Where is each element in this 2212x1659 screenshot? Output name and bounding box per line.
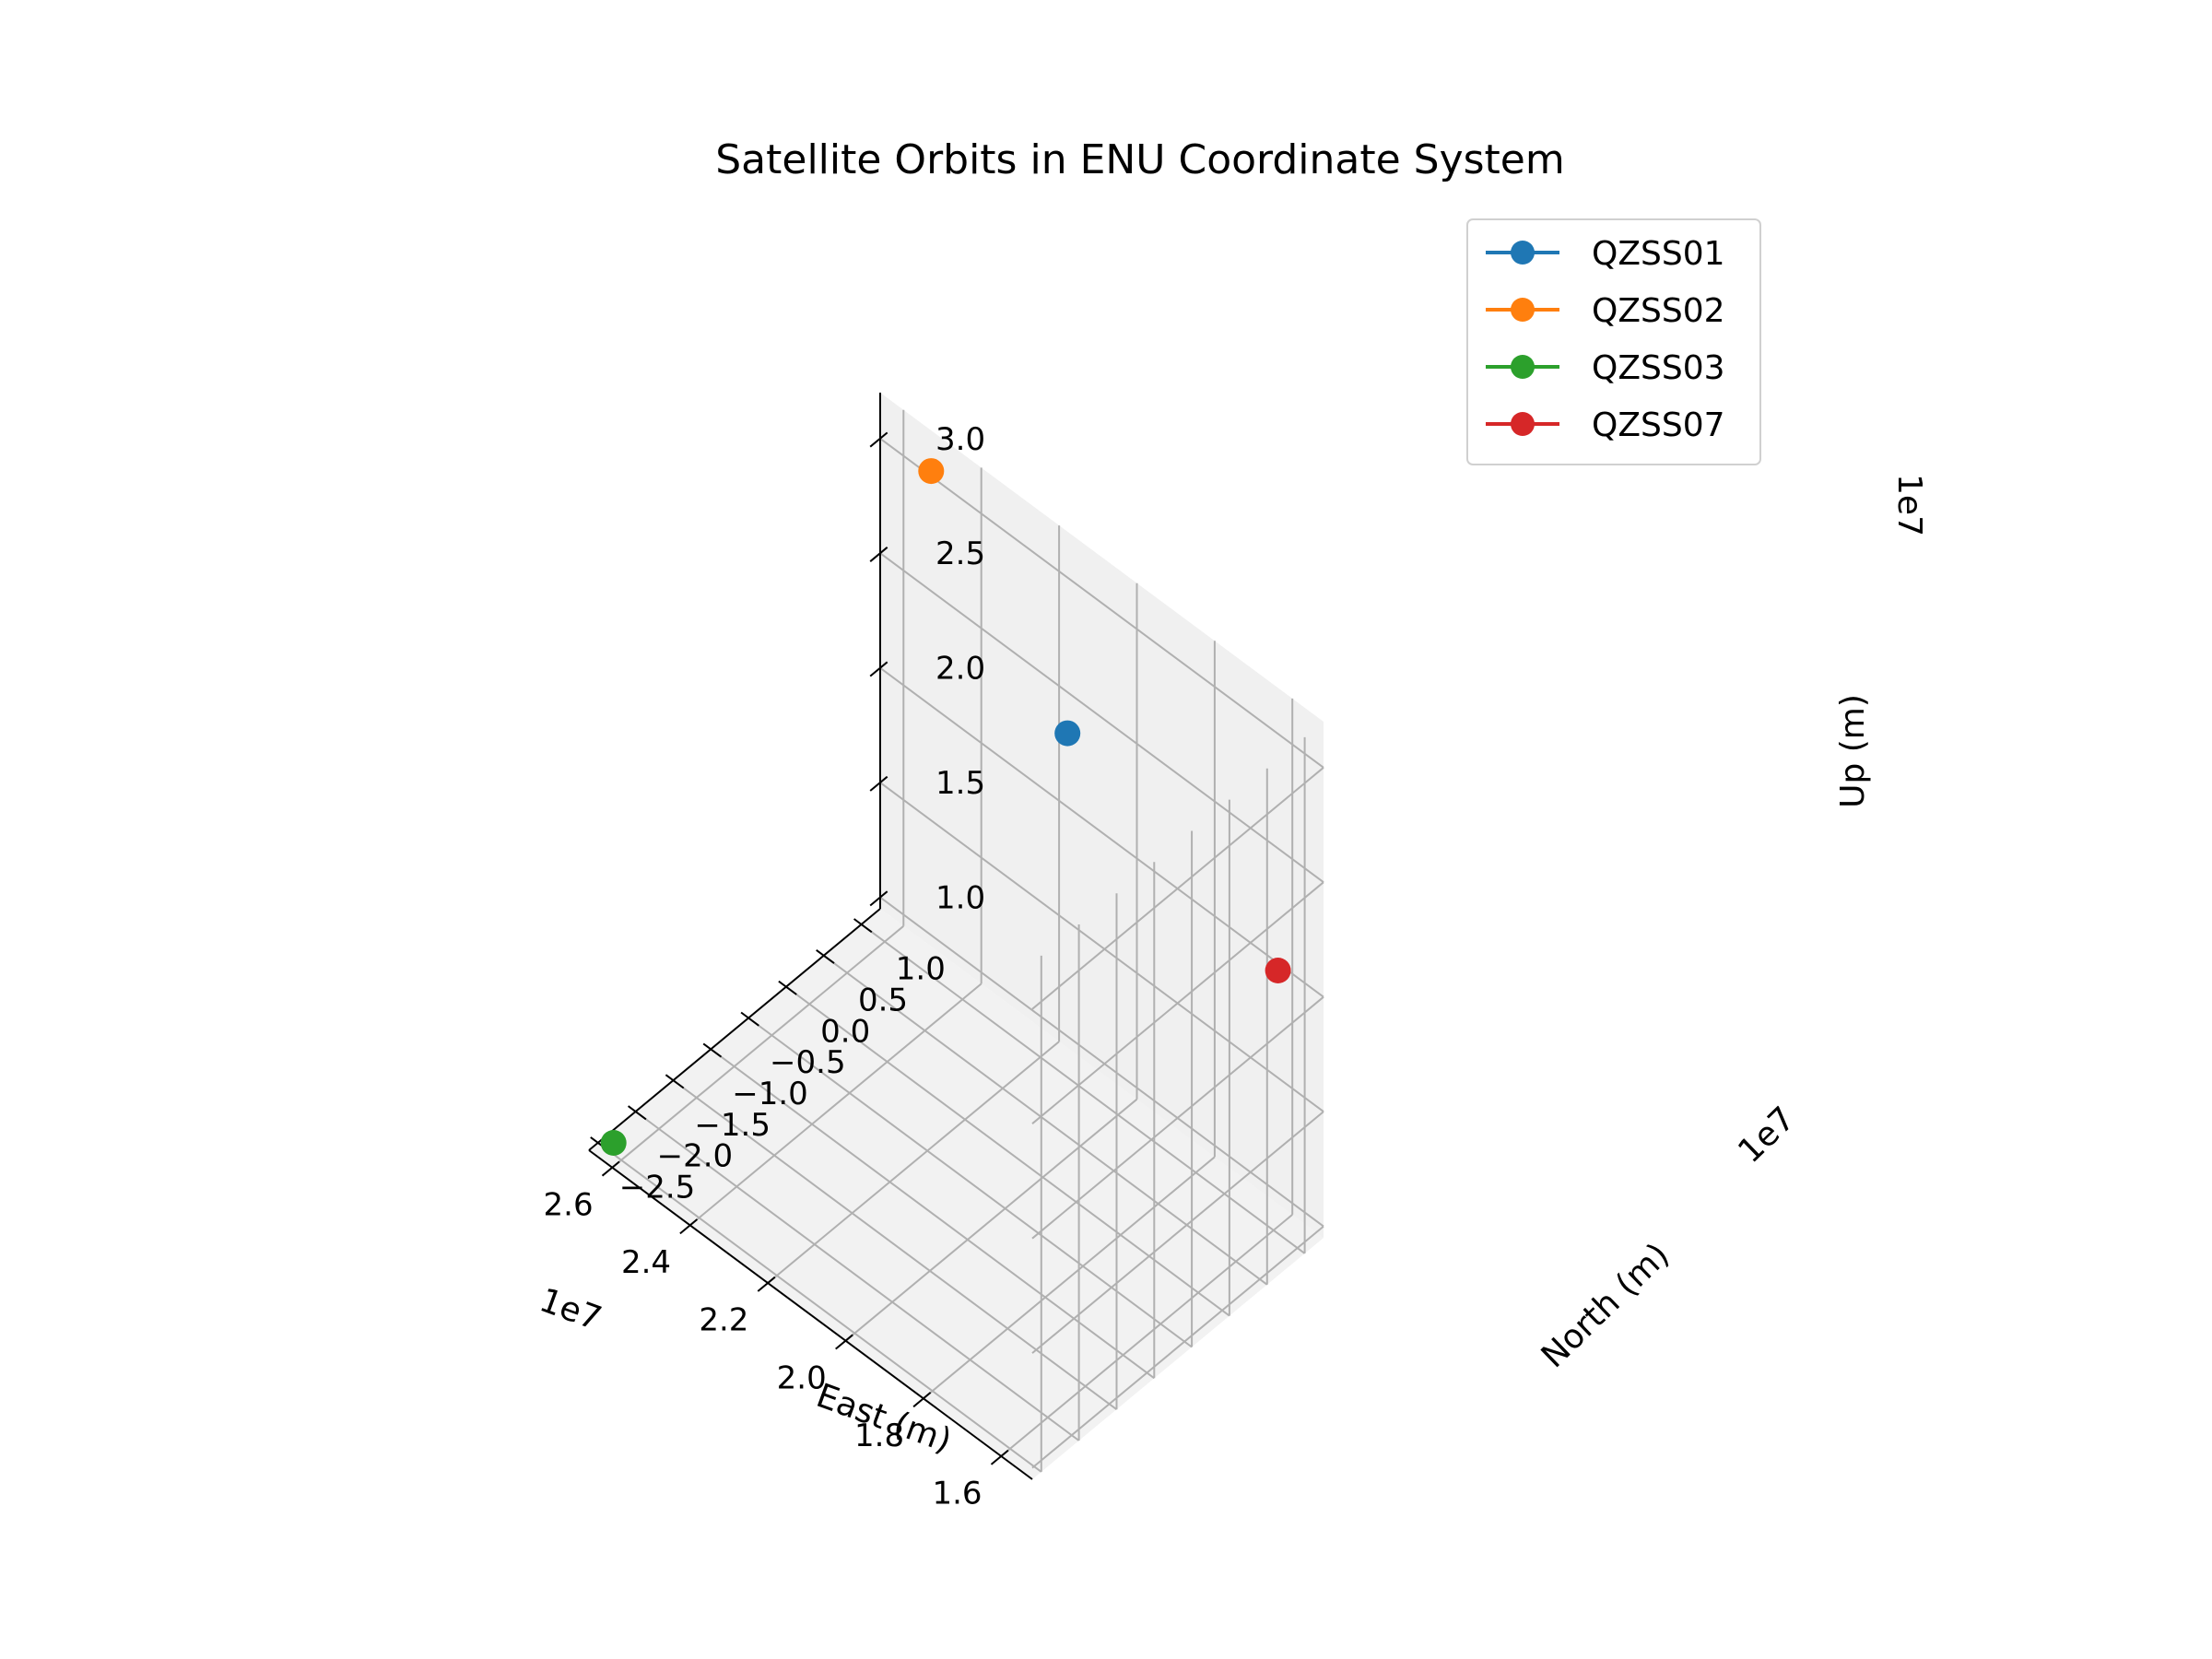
axis-lines (588, 393, 1033, 1480)
y-axis-label: North (m) (1535, 1236, 1677, 1375)
z-tick-label: 1.0 (935, 880, 985, 917)
y-axis-exponent: 1e7 (1731, 1100, 1802, 1171)
grid-line-z-back (879, 782, 1324, 1112)
y-tick (778, 980, 797, 995)
grid-line-z-left (1031, 1225, 1324, 1469)
x-tick-label: 1.6 (932, 1476, 982, 1512)
grid-line-y-floor (747, 1017, 1193, 1348)
y-axis-line (588, 908, 881, 1151)
x-tick (990, 1449, 1009, 1465)
tick-marks (590, 431, 1009, 1465)
legend-frame (1466, 218, 1761, 465)
x-tick (679, 1218, 699, 1235)
grid-line-x-floor (923, 1156, 1216, 1400)
z-tick (869, 431, 888, 448)
point-qzss02 (918, 458, 945, 485)
grid-line-y-floor (710, 1048, 1155, 1380)
z-tick-label: 2.0 (935, 651, 985, 688)
x-tick-label: 1.8 (854, 1418, 904, 1454)
y-tick-label: −2.5 (619, 1170, 696, 1206)
y-tick-label: −0.5 (770, 1044, 846, 1081)
grid-line-x-floor (689, 982, 982, 1227)
grid-line-z-back (879, 437, 1324, 769)
z-tick-label: 2.5 (935, 535, 985, 572)
legend-marker-qzss03 (1511, 355, 1535, 379)
x-tick-label: 2.0 (777, 1359, 827, 1396)
x-tick (835, 1334, 853, 1350)
grid-line-y-floor (823, 954, 1268, 1286)
grid-lines (597, 409, 1324, 1473)
point-qzss03 (600, 1130, 627, 1156)
grid-line-z-left (1031, 995, 1324, 1240)
y-tick (665, 1074, 685, 1089)
grid-line-y-floor (635, 1111, 1080, 1441)
legend-label-qzss07: QZSS07 (1592, 406, 1725, 444)
z-axis-label: Up (m) (1834, 694, 1872, 808)
grid-line-z-left (1031, 767, 1324, 1010)
grid-line-x-floor (611, 925, 904, 1169)
y-tick (702, 1042, 723, 1058)
grid-line-z-left (1031, 881, 1324, 1124)
legend-marker-qzss01 (1511, 241, 1535, 265)
y-tick-label: −1.5 (694, 1107, 771, 1144)
grid-line-x-floor (844, 1098, 1138, 1342)
point-qzss07 (1265, 958, 1291, 983)
x-tick (912, 1392, 932, 1408)
y-tick (628, 1105, 647, 1121)
grid-line-x-floor (767, 1041, 1060, 1284)
z-axis-exponent: 1e7 (1890, 474, 1928, 536)
y-tick (740, 1011, 759, 1027)
tick-labels: 1.61.82.02.22.42.61.00.50.0−0.5−1.0−1.5−… (544, 421, 986, 1512)
x-axis-line (588, 1149, 1033, 1480)
chart-title: Satellite Orbits in ENU Coordinate Syste… (715, 136, 1565, 183)
grid-line-z-left (1031, 1111, 1324, 1354)
pane-floor (589, 909, 1324, 1479)
legend-label-qzss03: QZSS03 (1592, 349, 1725, 387)
legend-label-qzss02: QZSS02 (1592, 292, 1725, 330)
grid-line-y-floor (597, 1142, 1042, 1473)
z-tick (869, 775, 888, 792)
z-tick (869, 661, 888, 677)
grid-line-z-back (879, 896, 1324, 1228)
y-tick-label: −1.0 (732, 1076, 808, 1112)
x-tick-label: 2.6 (544, 1186, 594, 1223)
legend: QZSS01 QZSS02 QZSS03 QZSS07 (1466, 218, 1761, 465)
x-tick-label: 2.2 (699, 1302, 748, 1339)
data-points (600, 458, 1291, 1156)
grid-line-z-back (879, 552, 1324, 884)
grid-line-y-floor (861, 924, 1306, 1254)
axes-panes (589, 393, 1324, 1479)
grid-line-z-back (879, 666, 1324, 998)
y-tick-label: 0.0 (820, 1013, 870, 1050)
x-tick (757, 1276, 776, 1292)
grid-line-y-floor (785, 985, 1230, 1317)
pane-back (880, 393, 1324, 1238)
legend-marker-qzss02 (1511, 298, 1535, 322)
x-axis-exponent: 1e7 (535, 1281, 606, 1338)
z-tick (869, 890, 888, 907)
z-tick-label: 3.0 (935, 421, 985, 458)
legend-marker-qzss07 (1511, 412, 1535, 436)
point-qzss01 (1054, 720, 1081, 747)
y-tick-label: −2.0 (657, 1138, 734, 1175)
y-tick-label: 1.0 (896, 951, 946, 988)
x-tick-label: 2.4 (621, 1244, 671, 1281)
legend-label-qzss01: QZSS01 (1592, 235, 1725, 273)
z-tick-label: 1.5 (935, 765, 985, 802)
y-tick (816, 948, 835, 964)
grid-line-y-floor (672, 1079, 1118, 1411)
y-tick (853, 918, 873, 934)
z-tick (869, 547, 888, 562)
x-tick (601, 1160, 620, 1177)
y-tick-label: 0.5 (858, 982, 908, 1019)
grid-line-x-floor (1000, 1214, 1293, 1457)
